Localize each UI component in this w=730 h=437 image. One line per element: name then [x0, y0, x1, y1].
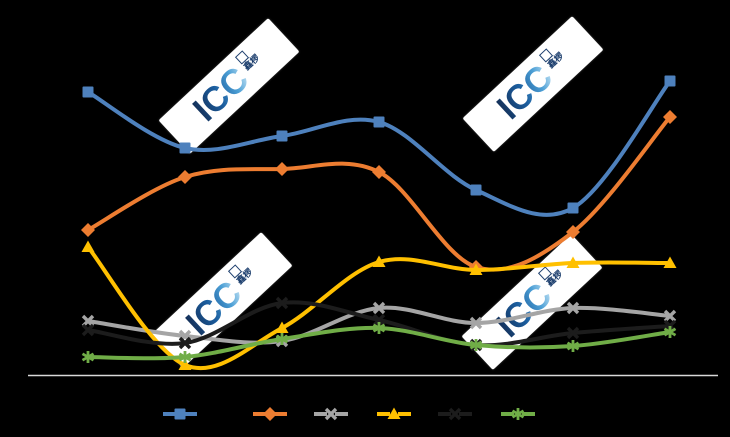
legend-item-series-green: [501, 408, 535, 420]
series-yellow: [81, 240, 677, 371]
legend: [163, 407, 535, 421]
legend-item-series-blue: [163, 408, 197, 420]
series-blue-markers: [82, 75, 676, 214]
legend-item-series-orange: [253, 407, 287, 421]
legend-item-series-black: [438, 407, 472, 421]
series-orange: [81, 110, 677, 274]
series-orange-markers: [81, 110, 677, 274]
series-blue: [82, 75, 676, 217]
series-blue-line: [86, 79, 672, 217]
series-yellow-markers: [81, 240, 677, 370]
series-orange-line: [86, 115, 672, 272]
legend-item-series-yellow: [377, 407, 411, 419]
series-green-markers: [81, 322, 677, 363]
legend-item-series-gray: [314, 407, 348, 421]
series-gray: [81, 301, 677, 348]
series-green: [81, 322, 677, 363]
